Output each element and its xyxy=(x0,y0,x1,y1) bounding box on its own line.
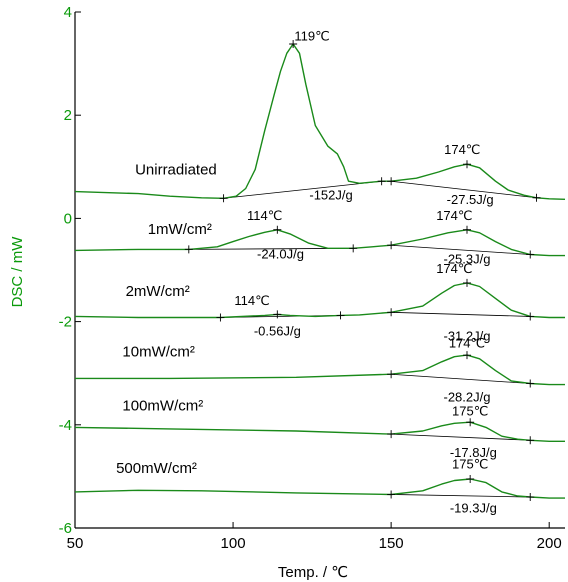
y-tick-label: -6 xyxy=(59,520,72,537)
point-marker xyxy=(463,225,471,234)
annotation: 114℃ xyxy=(247,208,282,223)
point-marker xyxy=(466,418,475,427)
annotation: -17.8J/g xyxy=(450,445,497,460)
annotation: 174℃ xyxy=(436,208,472,223)
curves xyxy=(74,43,566,499)
baseline-line xyxy=(391,244,531,255)
baseline-line xyxy=(223,180,382,199)
annotation: -24.0J/g xyxy=(257,247,304,262)
point-marker xyxy=(289,39,298,48)
annotation: -31.2J/g xyxy=(444,329,491,344)
annotation: 175℃ xyxy=(452,404,488,419)
annotation: 175℃ xyxy=(452,457,488,472)
y-tick-label: -4 xyxy=(59,417,72,434)
curve-label: Unirradiated xyxy=(135,162,217,179)
curve-label: 1mW/cm² xyxy=(148,221,212,238)
point-marker xyxy=(219,194,228,203)
point-marker xyxy=(466,474,475,483)
y-axis-label: DSC / mW xyxy=(9,236,26,308)
annotation: -27.5J/g xyxy=(447,192,494,207)
annotation: -152J/g xyxy=(309,187,352,202)
dsc-curve xyxy=(74,478,565,499)
labels: Unirradiated119℃-152J/g174℃-27.5J/g1mW/c… xyxy=(116,28,497,515)
point-marker xyxy=(526,493,535,502)
annotation: 174℃ xyxy=(449,335,485,350)
annotation: -25.3J/g xyxy=(444,251,491,266)
point-marker xyxy=(526,250,535,259)
annotation: -19.3J/g xyxy=(450,501,497,516)
markers xyxy=(184,39,541,502)
x-tick-label: 100 xyxy=(221,535,246,552)
point-marker xyxy=(526,436,535,445)
curve-label: 2mW/cm² xyxy=(126,283,190,300)
baseline-line xyxy=(391,373,531,384)
point-marker xyxy=(532,193,541,202)
point-marker xyxy=(387,370,396,379)
point-marker xyxy=(463,278,471,287)
point-marker xyxy=(387,490,396,499)
y-tick-label: 4 xyxy=(64,4,72,21)
y-tick-label: 0 xyxy=(64,210,72,227)
baseline-line xyxy=(188,247,354,250)
point-marker xyxy=(526,379,535,388)
point-marker xyxy=(273,310,282,319)
annotation: 114℃ xyxy=(234,293,269,308)
annotation: 174℃ xyxy=(444,142,480,157)
y-tick-label: 2 xyxy=(64,107,72,124)
curve-label: 100mW/cm² xyxy=(122,397,203,414)
baseline-line xyxy=(391,311,531,317)
annotation: -28.2J/g xyxy=(444,390,491,405)
annotation: 119℃ xyxy=(294,28,329,43)
dsc-curve xyxy=(74,43,566,200)
point-marker xyxy=(387,241,396,250)
axes: 50 100 150 200 -6 -4 -2 0 2 4 xyxy=(59,4,565,552)
point-marker xyxy=(387,177,396,186)
point-marker xyxy=(463,160,471,169)
dsc-curve xyxy=(74,282,565,319)
point-marker xyxy=(387,308,396,317)
baseline-line xyxy=(391,494,531,498)
x-axis-label: Temp. / ℃ xyxy=(278,564,348,581)
curve-label: 10mW/cm² xyxy=(122,344,195,361)
dsc-curve xyxy=(75,354,565,386)
y-tick-label: -2 xyxy=(59,314,72,331)
point-marker xyxy=(336,311,345,320)
x-tick-label: 150 xyxy=(379,535,404,552)
point-marker xyxy=(216,313,225,322)
point-marker xyxy=(184,245,193,254)
annotation: 174℃ xyxy=(436,261,472,276)
point-marker xyxy=(526,312,535,321)
point-marker xyxy=(387,430,396,439)
curve-label: 500mW/cm² xyxy=(116,460,197,477)
point-marker xyxy=(273,225,282,234)
x-tick-label: 50 xyxy=(67,535,84,552)
point-marker xyxy=(377,177,386,186)
baseline-line xyxy=(391,433,531,441)
baseline-line xyxy=(391,180,537,199)
x-tick-label: 200 xyxy=(537,535,562,552)
point-marker xyxy=(349,244,358,253)
point-marker xyxy=(463,351,471,360)
annotation: -0.56J/g xyxy=(254,324,301,339)
